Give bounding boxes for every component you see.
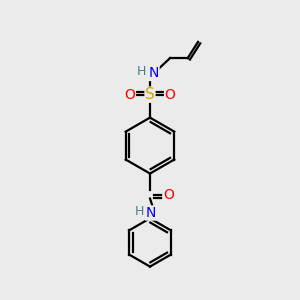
Text: O: O [124,88,135,102]
Text: H: H [136,65,146,79]
Text: N: N [148,66,159,80]
Text: S: S [145,87,155,102]
Text: N: N [146,206,156,220]
Text: O: O [163,188,174,202]
Text: H: H [135,205,144,218]
Text: O: O [165,88,176,102]
